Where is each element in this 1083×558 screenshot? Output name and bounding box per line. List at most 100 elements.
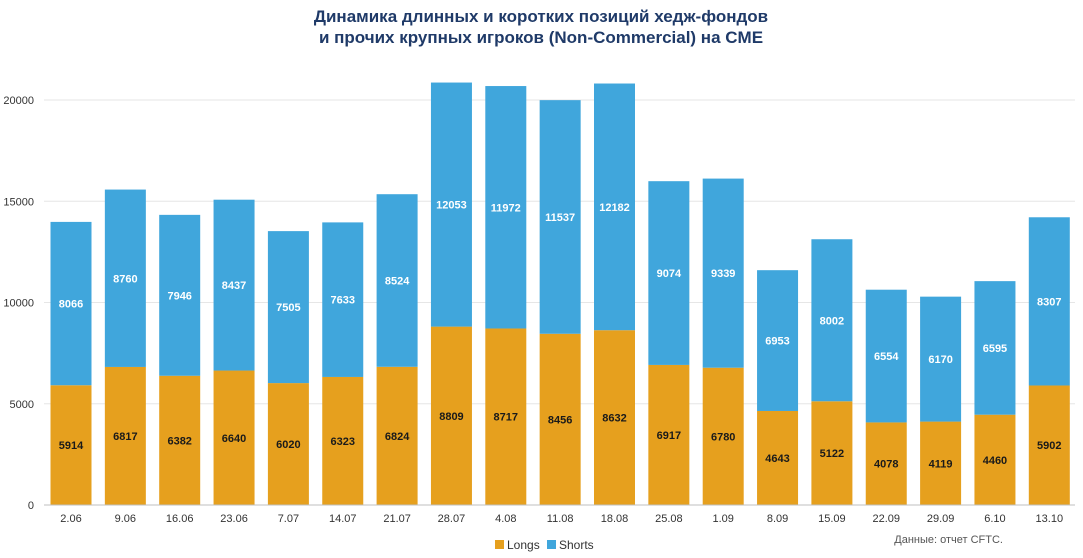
x-tick-label: 28.07 [438,513,466,525]
data-label-longs: 4078 [874,459,898,471]
data-label-longs: 6382 [167,435,191,447]
x-tick-label: 25.08 [655,513,683,525]
x-tick-label: 22.09 [872,513,900,525]
data-label-longs: 4119 [929,458,953,470]
data-label-longs: 6917 [657,430,681,442]
data-label-shorts: 8524 [385,276,410,288]
bar-longs [376,366,418,505]
x-tick-label: 8.09 [767,513,788,525]
data-label-longs: 8717 [494,412,518,424]
data-label-shorts: 12053 [436,200,467,212]
y-axis-ticks: 0 5000 10000 15000 20000 [3,95,34,512]
bar-shorts [865,289,907,423]
bar-shorts [50,221,92,386]
bar-shorts [648,181,690,365]
data-label-shorts: 8760 [113,273,137,285]
data-label-shorts: 7946 [167,290,191,302]
legend-label-longs: Longs [507,538,540,552]
data-label-longs: 6824 [385,431,410,443]
x-tick-label: 16.06 [166,513,194,525]
data-label-shorts: 7505 [276,302,300,314]
y-tick-label: 20000 [3,95,34,107]
x-tick-label: 21.07 [383,513,411,525]
bar-longs [159,375,201,505]
data-label-longs: 5122 [820,448,844,460]
y-tick-label: 15000 [3,196,34,208]
bar-shorts [594,83,635,331]
data-label-shorts: 11972 [491,202,521,214]
bar-shorts [322,222,364,377]
x-tick-label: 15.09 [818,513,846,525]
bar-longs [594,330,635,505]
bar-shorts [267,231,309,384]
data-label-shorts: 7633 [331,295,355,307]
x-tick-label: 2.06 [60,513,81,525]
bar-shorts [757,270,799,411]
data-label-longs: 8632 [602,413,626,425]
bar-shorts [213,199,255,371]
data-label-longs: 8456 [548,414,572,426]
x-tick-label: 18.08 [601,513,629,525]
bar-longs [430,326,472,505]
data-label-longs: 4460 [983,455,1007,467]
y-tick-label: 10000 [3,298,34,310]
x-tick-label: 23.06 [220,513,248,525]
data-label-shorts: 9339 [711,268,735,280]
data-label-shorts: 6554 [874,351,899,363]
x-tick-label: 4.08 [495,513,516,525]
x-tick-label: 11.08 [547,513,574,525]
bar-shorts [104,189,146,367]
data-label-shorts: 6170 [928,354,952,366]
data-label-shorts: 11537 [545,212,575,224]
bar-longs [702,367,744,505]
bar-longs [485,328,527,505]
data-label-longs: 5902 [1037,440,1061,452]
data-label-longs: 6780 [711,431,735,443]
y-tick-label: 5000 [10,399,34,411]
data-label-longs: 4643 [765,453,789,465]
bar-shorts [485,86,527,329]
data-label-shorts: 9074 [657,268,682,280]
bar-longs [1028,385,1070,505]
bar-longs [104,366,146,505]
bar-longs [865,422,907,505]
bar-shorts [376,194,418,367]
data-label-shorts: 8437 [222,280,246,292]
x-axis-ticks: 2.06 9.06 16.06 23.06 7.07 14.07 21.07 28.07 4.0… [60,513,1063,525]
bar-shorts [159,214,201,376]
x-tick-label: 7.07 [278,513,299,525]
bars: 5914 8066 6817 8760 6382 7946 6640 8437 6020 7505… [50,82,1070,505]
x-tick-label: 1.09 [712,513,733,525]
bar-shorts [1028,217,1070,386]
x-tick-label: 13.10 [1036,513,1064,525]
bar-longs [322,376,364,505]
data-label-longs: 6640 [222,433,246,445]
data-label-shorts: 12182 [599,202,630,214]
chart-title-line-2: и прочих крупных игроков (Non-Commercial… [319,28,763,47]
bar-longs [811,401,853,505]
bar-shorts [539,100,581,334]
data-label-longs: 6323 [331,436,355,448]
x-tick-label: 14.07 [329,513,357,525]
bar-shorts [430,82,472,327]
data-label-longs: 6020 [276,439,300,451]
data-label-shorts: 8307 [1037,296,1061,308]
bar-shorts [974,281,1016,415]
bar-longs [648,364,690,505]
legend: Longs Shorts [495,538,594,552]
bar-longs [50,385,92,505]
bar-shorts [920,296,962,422]
bar-longs [267,383,309,505]
chart-title-line-1: Динамика длинных и коротких позиций хедж… [314,7,768,26]
data-label-longs: 5914 [59,440,84,452]
data-label-shorts: 8066 [59,299,83,311]
x-tick-label: 9.06 [115,513,136,525]
source-note: Данные: отчет CFTC. [894,534,1003,546]
data-label-shorts: 8002 [820,315,844,327]
data-label-shorts: 6953 [765,336,789,348]
legend-label-shorts: Shorts [559,538,594,552]
bar-longs [213,370,255,505]
legend-swatch-shorts [547,540,556,549]
data-label-longs: 8809 [439,411,463,423]
